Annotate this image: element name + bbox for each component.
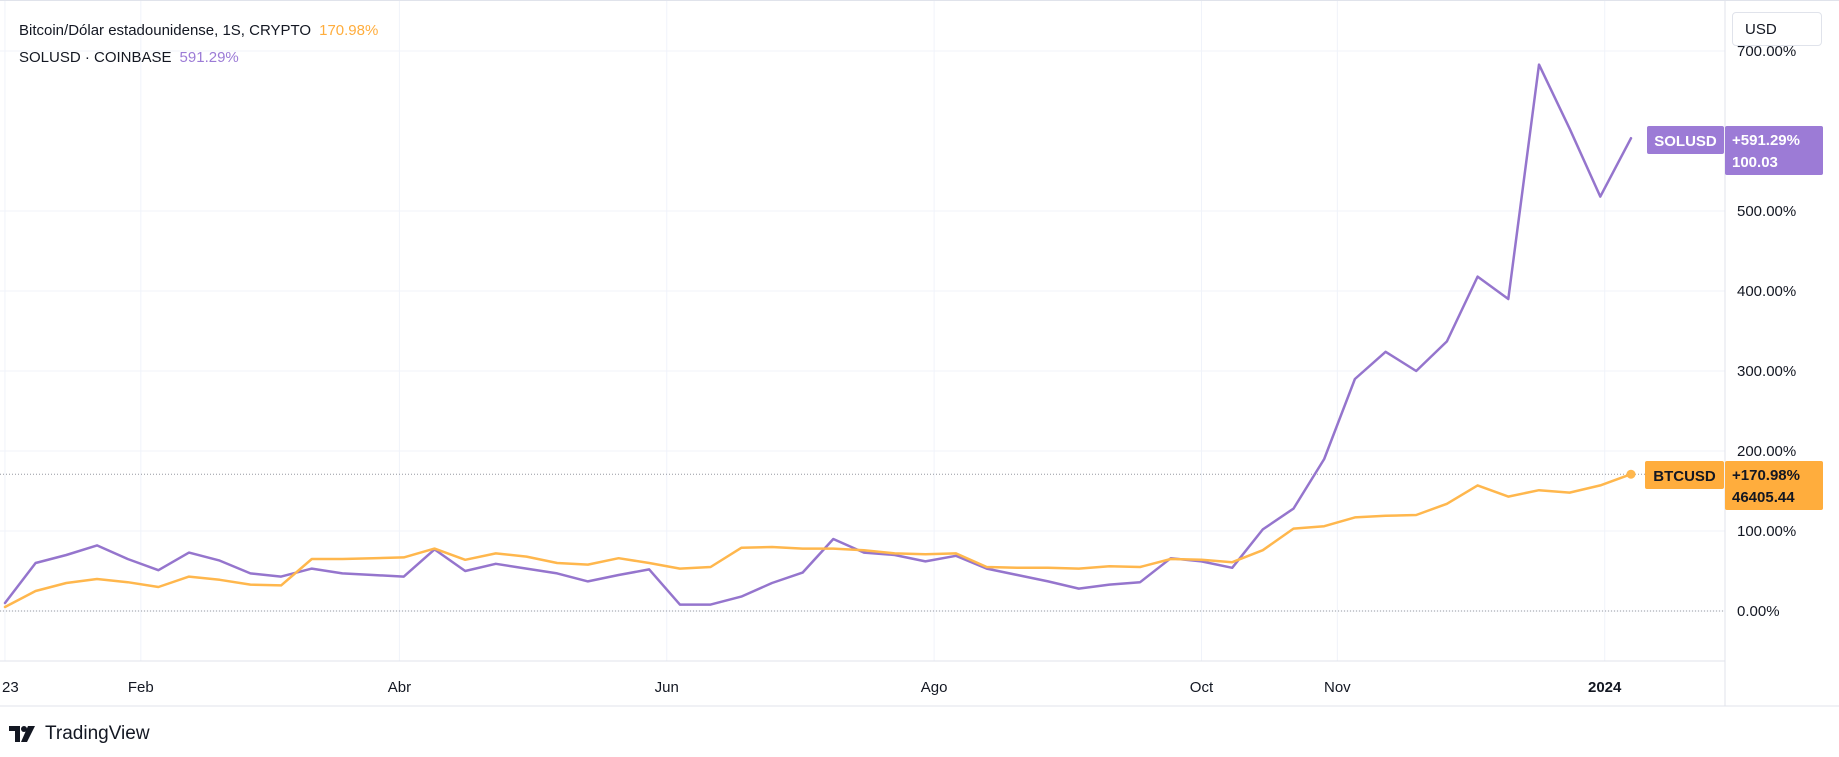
legend-sol-change: 591.29% (179, 49, 239, 66)
series-lines (3, 63, 1636, 609)
btc-badge-name: BTCUSD (1653, 468, 1716, 485)
btc-badge-name-bg (1645, 461, 1724, 489)
sol-price-badge: SOLUSD +591.29% 100.03 (1647, 126, 1823, 175)
sol-badge-change: +591.29% (1732, 132, 1800, 149)
x-tick-label: 23 (2, 679, 19, 696)
y-tick-label: 500.00% (1737, 203, 1796, 220)
grid (0, 0, 1725, 661)
chart-legend: Bitcoin/Dólar estadounidense, 1S, CRYPTO… (19, 17, 378, 71)
y-tick-label: 100.00% (1737, 523, 1796, 540)
btc-price-badge: BTCUSD +170.98% 46405.44 (1645, 461, 1823, 510)
y-tick-label: 300.00% (1737, 363, 1796, 380)
btc-badge-change: +170.98% (1732, 467, 1800, 484)
price-axis-labels[interactable]: 0.00% 100.00% 200.00% 300.00% 400.00% 500.00%… (1737, 43, 1796, 620)
currency-button[interactable]: USD (1732, 12, 1822, 46)
sol-badge-price: 100.03 (1732, 154, 1778, 171)
time-axis-labels[interactable]: 23 Feb Abr Jun Ago Oct Nov 2024 (2, 679, 1622, 696)
btc-badge-price: 46405.44 (1732, 489, 1795, 506)
x-tick-label: Nov (1324, 679, 1351, 696)
legend-btc-change: 170.98% (319, 22, 379, 39)
x-tick-label: Oct (1190, 679, 1214, 696)
y-tick-label: 700.00% (1737, 43, 1796, 60)
btc-series-line[interactable] (3, 472, 1633, 609)
sol-badge-name: SOLUSD (1654, 133, 1717, 150)
tradingview-logo-text: TradingView (45, 723, 150, 744)
y-tick-label: 0.00% (1737, 603, 1780, 620)
sol-series-line[interactable] (3, 63, 1633, 606)
btc-badge-value-bg (1725, 461, 1823, 510)
legend-row-sol[interactable]: SOLUSD · COINBASE 591.29% (19, 44, 378, 71)
legend-sol-label: SOLUSD · COINBASE (19, 49, 172, 66)
tradingview-logo[interactable]: TradingView (9, 723, 150, 745)
x-tick-label: 2024 (1588, 679, 1622, 696)
sol-badge-name-bg (1647, 126, 1724, 154)
legend-row-btc[interactable]: Bitcoin/Dólar estadounidense, 1S, CRYPTO… (19, 17, 378, 44)
x-tick-label: Feb (128, 679, 154, 696)
x-tick-label: Jun (655, 679, 679, 696)
tradingview-logo-icon (9, 726, 35, 742)
y-tick-label: 200.00% (1737, 443, 1796, 460)
sol-badge-value-bg (1725, 126, 1823, 175)
btc-last-point (1626, 469, 1636, 479)
y-tick-label: 400.00% (1737, 283, 1796, 300)
legend-btc-label: Bitcoin/Dólar estadounidense, 1S, CRYPTO (19, 22, 312, 39)
x-tick-label: Abr (388, 679, 411, 696)
x-tick-label: Ago (921, 679, 948, 696)
